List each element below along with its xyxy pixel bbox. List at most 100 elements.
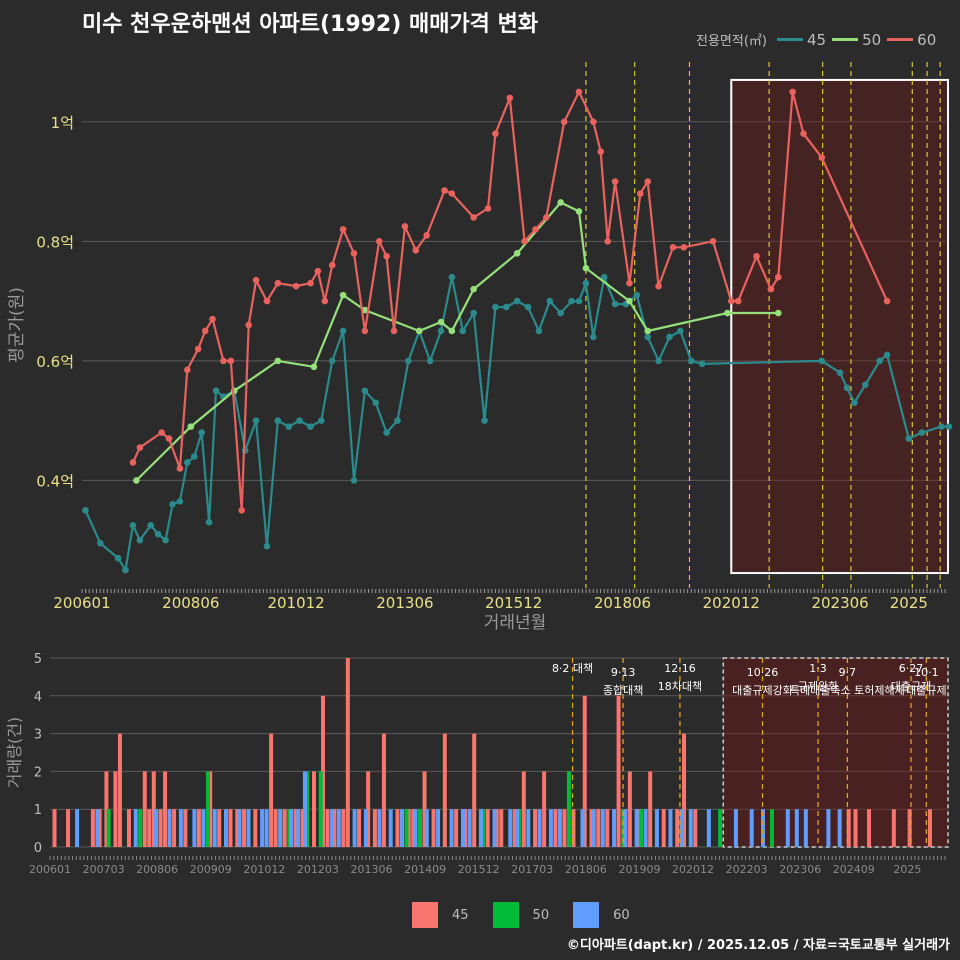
data-point-60: [543, 214, 550, 221]
volume-bar-50: [517, 809, 522, 847]
volume-y-tick-label: 3: [34, 728, 42, 743]
volume-bar-45: [472, 733, 477, 847]
bar-legend-item-50: 50: [492, 902, 549, 928]
data-point-60: [321, 297, 329, 305]
volume-bar-60: [668, 809, 673, 847]
data-point-60: [484, 205, 492, 212]
price-x-tick-label: 202012: [703, 594, 760, 612]
volume-x-tick-label: 200703: [83, 863, 125, 876]
data-point-45: [190, 453, 198, 460]
volume-bar-60: [478, 809, 483, 847]
data-point-60: [184, 366, 191, 374]
volume-bar-45: [891, 809, 896, 847]
data-point-45: [96, 539, 104, 547]
data-point-45: [470, 309, 477, 317]
volume-y-tick-label: 1: [34, 803, 42, 818]
data-point-45: [136, 536, 144, 544]
volume-bar-45: [253, 809, 258, 847]
volume-bar-45: [853, 809, 858, 847]
policy-annotation-date: 10·26: [747, 666, 779, 679]
data-point-45: [862, 381, 869, 389]
data-point-60: [597, 148, 605, 155]
volume-bar-45: [521, 771, 526, 847]
volume-bar-45: [846, 809, 851, 847]
data-point-60: [767, 285, 775, 293]
volume-bar-45: [341, 809, 346, 847]
data-point-60: [339, 226, 347, 233]
volume-bar-60: [537, 809, 542, 847]
data-point-60: [470, 214, 477, 221]
data-point-60: [532, 226, 539, 233]
bar-legend-item-60: 60: [573, 902, 630, 928]
volume-bar-50: [770, 809, 775, 847]
data-point-60: [560, 118, 568, 126]
data-point-60: [129, 459, 137, 466]
volume-x-tick-label: 202306: [779, 863, 821, 876]
data-point-45: [843, 384, 851, 392]
data-point-60: [734, 297, 742, 305]
volume-bar-45: [172, 809, 177, 847]
data-point-60: [263, 297, 271, 305]
data-point-45: [437, 327, 445, 335]
data-point-45: [535, 327, 543, 335]
volume-bar-60: [133, 809, 138, 847]
price-x-tick-label: 201806: [594, 594, 651, 612]
price-y-tick-label: 1억: [51, 114, 74, 132]
volume-bar-60: [178, 809, 183, 847]
volume-bar-60: [706, 809, 711, 847]
data-point-60: [492, 130, 499, 138]
bar-legend-box-50: [492, 902, 519, 928]
policy-annotation-date: 6·27: [899, 662, 924, 675]
data-point-60: [506, 94, 514, 102]
price-x-axis-title: 거래년월: [484, 613, 547, 633]
volume-y-tick-label: 2: [34, 765, 42, 780]
volume-bar-60: [634, 809, 639, 847]
highlight-region: [730, 78, 949, 575]
data-point-60: [575, 88, 583, 96]
legend-label-45: 45: [806, 30, 827, 49]
volume-bar-45: [442, 733, 447, 847]
data-point-45: [644, 333, 652, 341]
volume-bar-45: [269, 733, 274, 847]
data-point-60: [194, 345, 202, 353]
data-point-60: [789, 88, 796, 96]
volume-bar-45: [512, 809, 517, 847]
volume-x-tick-label: 201203: [297, 863, 339, 876]
price-line-chart: 0.4억 0.6억 0.8억 1억 200601 200806 201012 201306 20…: [7, 62, 953, 633]
volume-bar-50: [318, 771, 323, 847]
volume-bar-60: [424, 809, 429, 847]
data-point-60: [307, 279, 314, 287]
data-point-60: [201, 327, 209, 335]
volume-bar-45: [589, 809, 594, 847]
volume-bar-45: [113, 771, 118, 847]
data-point-45: [198, 429, 205, 436]
data-point-45: [698, 360, 706, 368]
data-point-60: [165, 435, 173, 442]
volume-bar-45: [533, 809, 538, 847]
volume-bar-45: [357, 809, 362, 847]
data-point-60: [626, 279, 633, 287]
data-point-45: [114, 554, 122, 562]
data-point-60: [375, 238, 383, 245]
series-line-50: [135, 201, 779, 482]
volume-bar-45: [927, 809, 932, 847]
volume-bar-45: [562, 809, 567, 847]
data-point-45: [339, 327, 347, 335]
volume-bar-60: [688, 809, 693, 847]
volume-bar-45: [228, 809, 233, 847]
data-point-45: [568, 297, 575, 305]
data-point-45: [426, 357, 434, 365]
volume-bar-60: [803, 809, 808, 847]
volume-x-tick-label: 202203: [726, 863, 768, 876]
data-point-45: [582, 279, 590, 287]
price-x-tick-label: 2025: [890, 594, 928, 612]
volume-bar-60: [223, 809, 228, 847]
data-point-45: [633, 291, 641, 299]
volume-bar-45: [147, 809, 152, 847]
data-point-60: [292, 282, 300, 290]
data-point-45: [383, 429, 390, 436]
data-point-50: [133, 477, 140, 484]
price-y-axis-title: 평균가(원): [7, 287, 27, 363]
data-point-50: [448, 327, 456, 335]
volume-bar-60: [760, 809, 765, 847]
